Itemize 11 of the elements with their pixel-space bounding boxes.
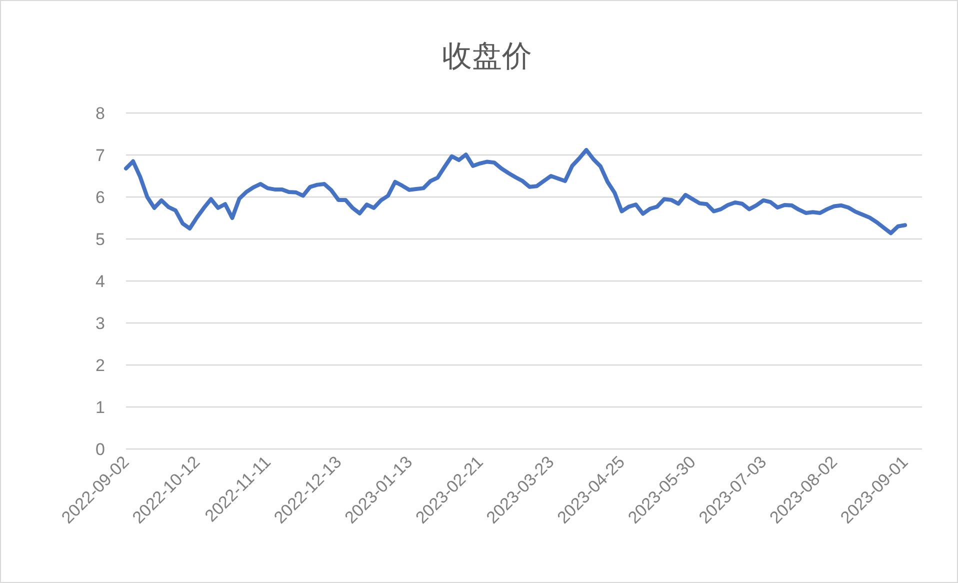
y-tick-label: 0 xyxy=(96,440,105,459)
y-tick-label: 5 xyxy=(96,230,105,249)
line-series xyxy=(124,148,907,236)
y-tick-label: 2 xyxy=(96,356,105,375)
y-tick-label: 1 xyxy=(96,398,105,417)
y-tick-label: 7 xyxy=(96,146,105,165)
chart-title: 收盘价 xyxy=(442,40,532,73)
y-tick-label: 3 xyxy=(96,314,105,333)
y-tick-label: 8 xyxy=(96,104,105,123)
y-tick-label: 6 xyxy=(96,188,105,207)
y-tick-label: 4 xyxy=(96,272,105,291)
